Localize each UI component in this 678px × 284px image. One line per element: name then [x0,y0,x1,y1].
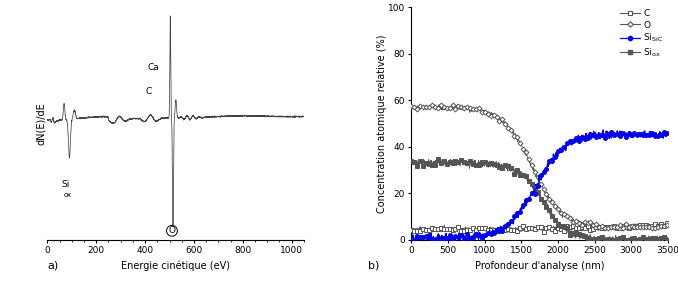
Text: O: O [168,226,176,235]
Y-axis label: dN(E)/dE: dN(E)/dE [36,102,46,145]
X-axis label: Energie cinétique (eV): Energie cinétique (eV) [121,261,230,271]
Text: C: C [146,87,152,96]
Legend: C, O, Si$_{\mathregular{SiC}}$, Si$_{\mathregular{ox}}$: C, O, Si$_{\mathregular{SiC}}$, Si$_{\ma… [620,9,663,59]
Text: Ca: Ca [147,63,159,72]
Text: Si: Si [61,180,69,189]
Text: a): a) [47,261,59,271]
Y-axis label: Concentration atomique relative (%): Concentration atomique relative (%) [376,34,386,213]
Text: b): b) [368,261,379,271]
Text: ox: ox [63,192,71,198]
X-axis label: Profondeur d'analyse (nm): Profondeur d'analyse (nm) [475,261,604,271]
